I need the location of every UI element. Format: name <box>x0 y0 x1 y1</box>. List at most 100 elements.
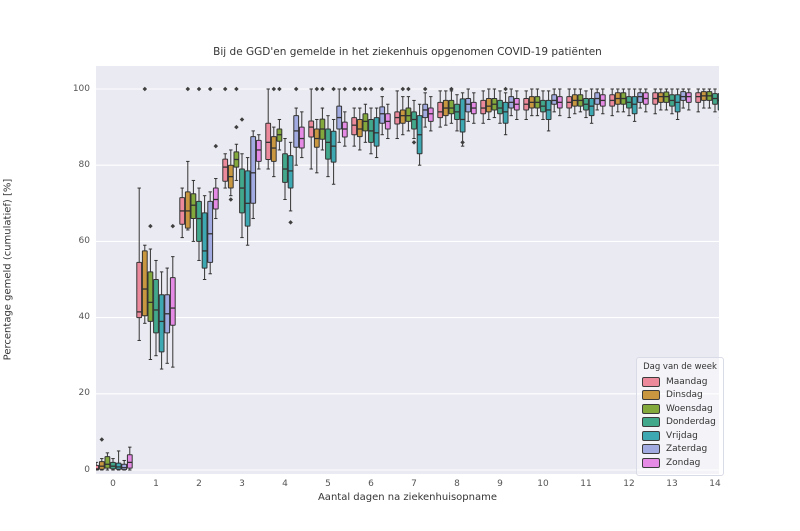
y-tick-0: 0 <box>84 464 90 475</box>
outlier-woensdag-day7 <box>406 86 411 92</box>
box-maandag-day10 <box>523 90 530 120</box>
legend-swatch-zaterdag <box>642 444 660 455</box>
box-woensdag-day5 <box>319 107 326 151</box>
x-tick-3: 3 <box>239 479 245 489</box>
y-axis-label: Percentage gemeld (cumulatief) [%] <box>2 178 14 361</box>
x-tick-14: 14 <box>709 479 721 489</box>
box-woensdag-day11 <box>577 88 584 113</box>
legend-label: Zaterdag <box>666 444 708 455</box>
outlier-maandag-day6 <box>351 86 357 92</box>
legend-swatch-vrijdag <box>642 430 660 441</box>
box-dinsdag-day11 <box>571 88 578 115</box>
box-donderdag-day5 <box>325 115 331 178</box>
y-tick-40: 40 <box>78 312 90 323</box>
box-maandag-day4 <box>265 88 272 170</box>
outlier-vrijdag-day8 <box>460 140 465 145</box>
box-zondag-day5 <box>341 111 348 147</box>
x-tick-7: 7 <box>411 479 417 489</box>
box-dinsdag-day5 <box>313 118 320 174</box>
outlier-dinsdag-day1 <box>142 86 148 92</box>
box-zondag-day3 <box>255 134 262 170</box>
box-zaterdag-day11 <box>594 88 601 111</box>
box-woensdag-day7 <box>405 96 412 132</box>
box-donderdag-day10 <box>540 90 546 120</box>
outlier-zaterdag-day6 <box>379 86 385 92</box>
box-maandag-day2 <box>179 187 186 239</box>
x-tick-8: 8 <box>454 479 460 489</box>
outlier-zondag-day2 <box>213 143 219 149</box>
box-vrijdag-day5 <box>330 118 337 185</box>
box-woensdag-day9 <box>491 88 498 119</box>
legend-entry-dinsdag: Dinsdag <box>642 389 718 403</box>
box-zondag-day4 <box>298 111 305 159</box>
box-maandag-day9 <box>480 90 487 124</box>
outlier-zondag-day1 <box>170 223 176 229</box>
box-donderdag-day13 <box>669 88 675 115</box>
box-vrijdag-day1 <box>158 271 165 370</box>
box-maandag-day0 <box>96 461 100 471</box>
box-zaterdag-day8 <box>465 88 472 122</box>
outlier-woensdag-day3 <box>234 124 239 130</box>
outlier-woensdag-day3 <box>234 86 239 92</box>
outlier-vrijdag-day9 <box>503 86 508 92</box>
outlier-dinsdag-day3 <box>228 197 234 202</box>
legend-entry-zondag: Zondag <box>642 456 718 470</box>
box-woensdag-day12 <box>620 88 627 113</box>
legend-entry-donderdag: Donderdag <box>642 416 718 430</box>
box-zondag-day8 <box>470 92 477 124</box>
box-donderdag-day2 <box>196 187 202 261</box>
box-zaterdag-day12 <box>637 88 644 109</box>
box-zaterdag-day4 <box>293 107 300 166</box>
outlier-zondag-day5 <box>342 86 348 92</box>
x-tick-1: 1 <box>153 479 159 489</box>
box-woensdag-day2 <box>190 179 197 242</box>
box-donderdag-day1 <box>153 259 159 357</box>
box-vrijdag-day3 <box>244 157 251 246</box>
box-vrijdag-day6 <box>373 107 380 159</box>
boxplot-canvas <box>96 86 719 471</box>
box-vrijdag-day2 <box>201 195 208 280</box>
legend-swatch-maandag <box>642 376 660 387</box>
box-vrijdag-day8 <box>459 92 466 147</box>
outlier-dinsdag-day2 <box>185 86 191 92</box>
box-zondag-day2 <box>212 178 219 220</box>
x-axis-label: Aantal dagen na ziekenhuisopname <box>317 492 498 503</box>
x-tick-13: 13 <box>666 479 678 489</box>
outlier-vrijdag-day5 <box>331 86 336 92</box>
x-tick-2: 2 <box>196 479 202 489</box>
legend-entry-woensdag: Woensdag <box>642 402 718 416</box>
box-dinsdag-day12 <box>614 88 621 113</box>
box-zondag-day10 <box>556 88 563 117</box>
x-tick-9: 9 <box>497 479 503 489</box>
box-maandag-day12 <box>609 88 616 117</box>
box-dinsdag-day9 <box>485 88 492 120</box>
box-dinsdag-day10 <box>528 88 535 117</box>
outlier-zaterdag-day2 <box>207 86 213 92</box>
box-vrijdag-day4 <box>287 141 294 212</box>
outlier-donderdag-day7 <box>411 140 417 145</box>
box-woensdag-day14 <box>706 88 713 109</box>
x-tick-4: 4 <box>282 479 288 489</box>
box-maandag-day5 <box>308 88 315 170</box>
legend-swatch-woensdag <box>642 403 660 414</box>
y-tick-60: 60 <box>78 235 90 246</box>
y-tick-80: 80 <box>78 159 90 170</box>
box-donderdag-day7 <box>411 99 417 140</box>
legend-swatch-donderdag <box>642 417 660 428</box>
box-dinsdag-day13 <box>657 88 664 111</box>
box-woensdag-day4 <box>276 118 283 151</box>
box-donderdag-day12 <box>626 88 632 117</box>
box-zondag-day11 <box>599 88 606 115</box>
box-vrijdag-day10 <box>545 90 552 132</box>
box-zondag-day9 <box>513 90 520 120</box>
legend-swatch-dinsdag <box>642 390 660 401</box>
outlier-dinsdag-day4 <box>271 86 277 92</box>
legend-title: Dag van de week <box>643 362 717 372</box>
legend-label: Vrijdag <box>666 430 698 441</box>
box-zondag-day13 <box>685 88 692 111</box>
legend-entry-vrijdag: Vrijdag <box>642 429 718 443</box>
outlier-vrijdag-day4 <box>288 220 293 225</box>
box-zaterdag-day13 <box>680 88 687 109</box>
box-vrijdag-day11 <box>588 88 595 124</box>
